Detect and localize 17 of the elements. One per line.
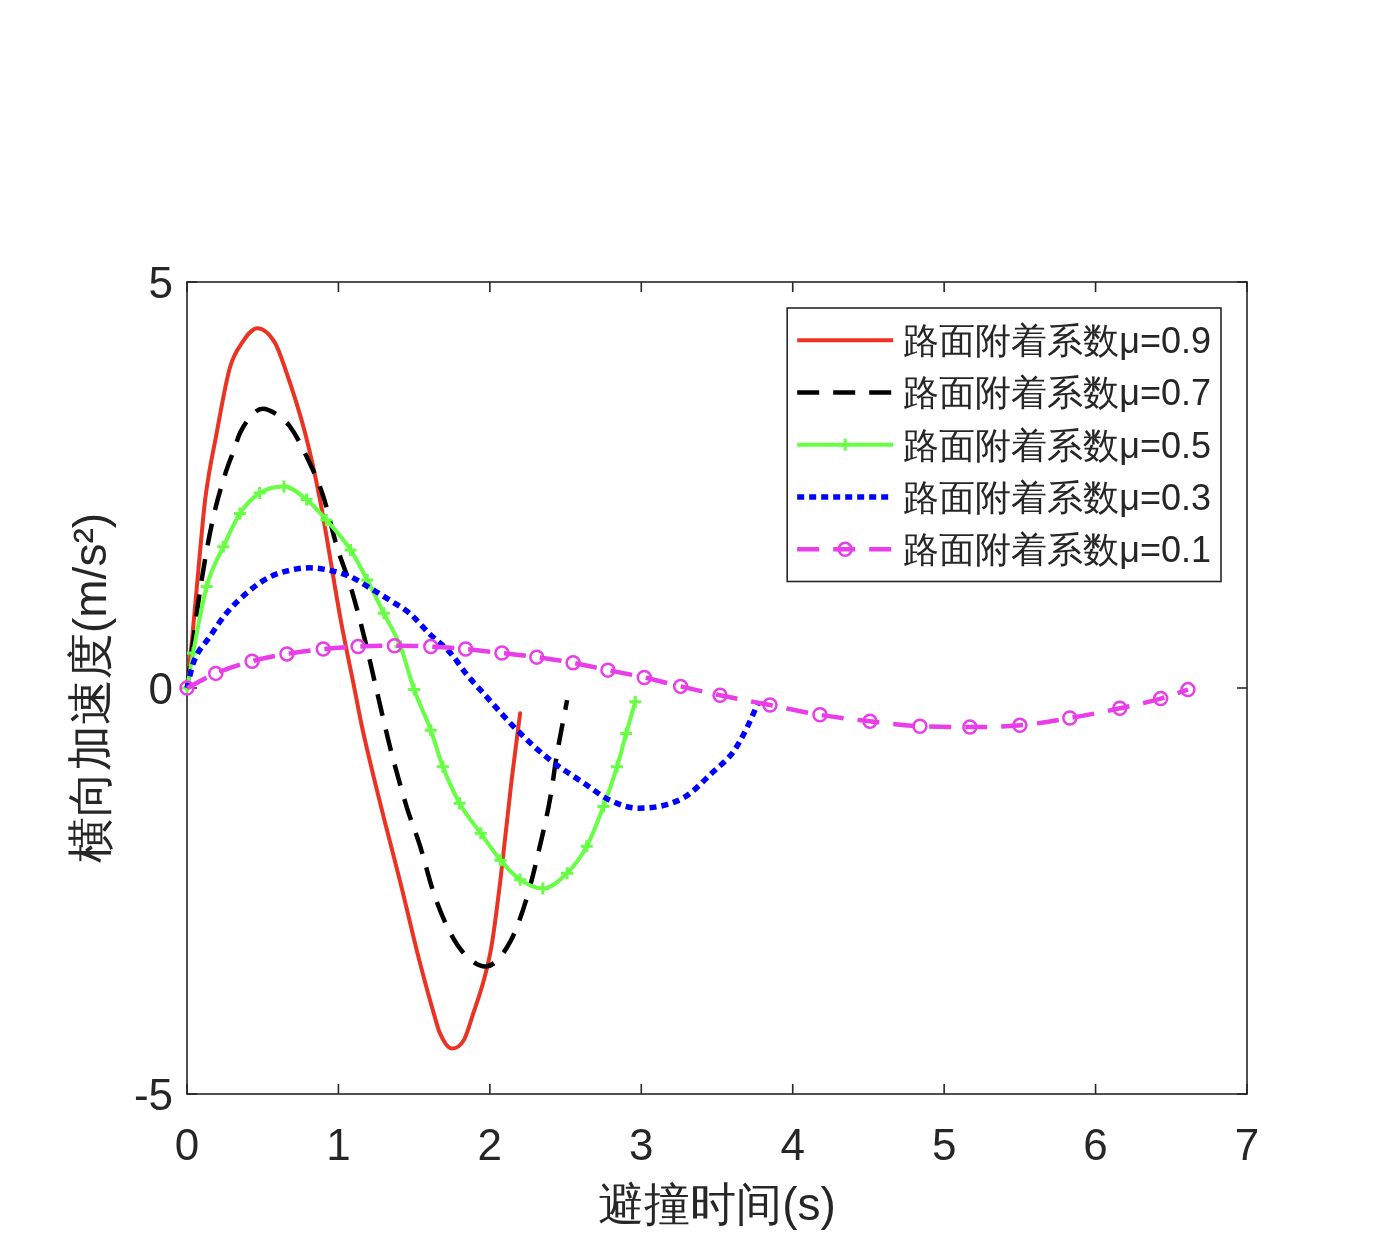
x-tick-label: 7 xyxy=(1234,1120,1260,1169)
x-tick-label: 2 xyxy=(477,1120,503,1169)
legend-label: 路面附着系数μ=0.5 xyxy=(903,424,1211,466)
x-tick-label: 3 xyxy=(629,1120,654,1169)
legend-label: 路面附着系数μ=0.9 xyxy=(903,319,1211,361)
x-axis-title: 避撞时间(s) xyxy=(598,1178,836,1230)
y-tick-label: -5 xyxy=(133,1069,173,1119)
x-tick-label: 5 xyxy=(931,1120,957,1169)
x-tick-label: 1 xyxy=(326,1120,351,1169)
y-tick-label: 0 xyxy=(148,663,173,713)
y-tick-label: 5 xyxy=(148,257,173,307)
x-tick-label: 6 xyxy=(1083,1120,1108,1169)
y-axis-title: 横向加速度(m/s²) xyxy=(64,512,116,864)
x-tick-label: 4 xyxy=(780,1120,805,1169)
legend-label: 路面附着系数μ=0.3 xyxy=(903,476,1211,518)
legend-label: 路面附着系数μ=0.1 xyxy=(903,528,1211,570)
legend-label: 路面附着系数μ=0.7 xyxy=(903,371,1211,413)
